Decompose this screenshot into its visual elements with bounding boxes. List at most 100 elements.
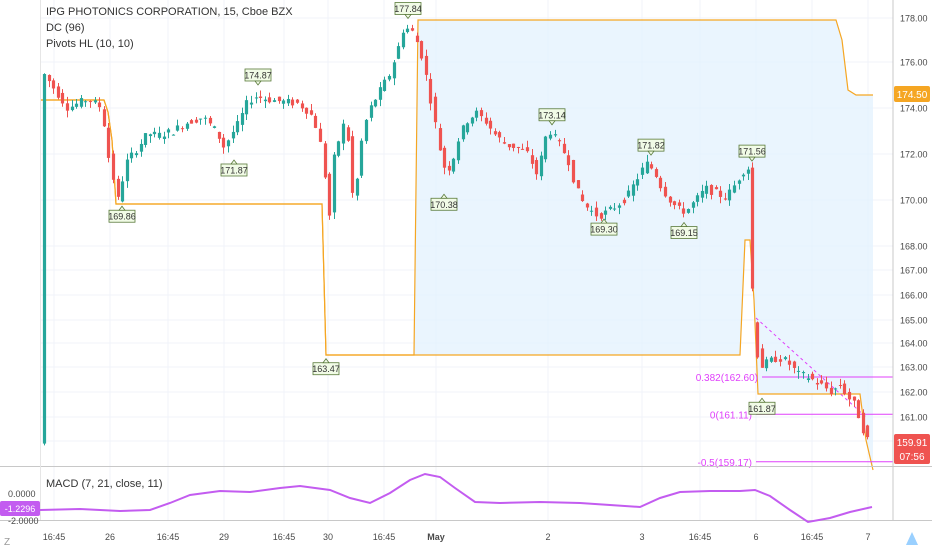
candle-body bbox=[382, 79, 387, 91]
candle-body bbox=[111, 153, 116, 180]
macd-indicator-label[interactable]: MACD (7, 21, close, 11) bbox=[46, 478, 163, 490]
price-axis[interactable]: 178.00 176.00 174.00 172.00 170.00 168.00 167.… bbox=[900, 14, 928, 447]
candle-body bbox=[709, 184, 714, 195]
candle-body bbox=[553, 134, 558, 136]
candle-body bbox=[189, 120, 194, 124]
candle-body bbox=[263, 99, 268, 102]
candle-body bbox=[134, 153, 139, 156]
pivots-indicator-label[interactable]: Pivots HL (10, 10) bbox=[46, 38, 134, 50]
candle-body bbox=[47, 74, 52, 82]
candle-body bbox=[622, 199, 627, 204]
candle-body bbox=[102, 109, 107, 127]
candle-body bbox=[764, 359, 769, 369]
pivot-label-text: 170.38 bbox=[430, 200, 458, 210]
candle-body bbox=[373, 99, 378, 107]
candle-body bbox=[309, 110, 314, 115]
candle-body bbox=[387, 75, 392, 80]
candle-body bbox=[502, 142, 507, 144]
candle-body bbox=[649, 164, 654, 169]
candle-body bbox=[323, 143, 328, 178]
time-axis[interactable]: 16:45 26 16:45 29 16:45 30 16:45 May 2 3 16:45 6 16:… bbox=[43, 532, 871, 542]
candle-body bbox=[617, 205, 622, 208]
candle-body bbox=[635, 179, 640, 186]
candle-body bbox=[355, 178, 360, 196]
candle-body bbox=[175, 125, 180, 131]
time-tick-label: 16:45 bbox=[273, 532, 296, 542]
candle-body bbox=[194, 119, 199, 123]
candle-body bbox=[806, 378, 811, 380]
pivot-label-text: 171.82 bbox=[637, 141, 665, 151]
candle-body bbox=[65, 103, 70, 111]
candle-body bbox=[295, 99, 300, 103]
candle-body bbox=[332, 154, 337, 213]
macd-tick-zero: 0.0000 bbox=[8, 489, 36, 499]
candle-body bbox=[760, 348, 765, 368]
candle-body bbox=[769, 357, 774, 362]
chart-title[interactable]: IPG PHOTONICS CORPORATION, 15, Cboe BZX bbox=[46, 6, 293, 18]
candle-body bbox=[723, 198, 728, 200]
candle-body bbox=[603, 210, 608, 215]
candle-body bbox=[672, 201, 677, 206]
pivot-label-text: 171.87 bbox=[220, 165, 248, 175]
price-tick-label: 164.00 bbox=[900, 339, 928, 349]
candle-body bbox=[700, 190, 705, 198]
candle-body bbox=[511, 143, 516, 148]
candle-body bbox=[106, 127, 111, 158]
candle-body bbox=[350, 136, 355, 193]
candle-body bbox=[470, 117, 475, 124]
candle-body bbox=[645, 161, 650, 174]
fib-trend-line bbox=[755, 317, 867, 418]
time-tick-label: 3 bbox=[639, 532, 644, 542]
candle-body bbox=[792, 361, 797, 368]
candle-body bbox=[557, 140, 562, 142]
candle-body bbox=[755, 322, 760, 358]
candle-body bbox=[451, 158, 456, 172]
price-tick-label: 167.00 bbox=[900, 266, 928, 276]
candle-body bbox=[829, 387, 834, 395]
candle-body bbox=[727, 189, 732, 201]
candle-body bbox=[129, 152, 134, 159]
dc-indicator-label[interactable]: DC (96) bbox=[46, 22, 85, 34]
timezone-z-icon[interactable]: Z bbox=[4, 537, 10, 548]
candle-body bbox=[70, 106, 75, 111]
candle-body bbox=[516, 146, 521, 148]
candle-body bbox=[254, 97, 259, 99]
candle-body bbox=[447, 165, 452, 171]
candle-body bbox=[801, 372, 806, 374]
candle-body bbox=[74, 103, 79, 107]
candle-body bbox=[714, 187, 719, 190]
candle-body bbox=[778, 359, 783, 362]
candle-body bbox=[861, 412, 866, 434]
candle-body bbox=[566, 155, 571, 166]
candle-body bbox=[585, 203, 590, 208]
candle-body bbox=[626, 190, 631, 197]
price-tick-label: 178.00 bbox=[900, 14, 928, 24]
candle-body bbox=[589, 210, 594, 212]
price-tick-label: 166.00 bbox=[900, 291, 928, 301]
candle-body bbox=[484, 117, 489, 124]
fib-label: 0.382(162.60) bbox=[696, 373, 758, 384]
candle-body bbox=[336, 141, 341, 156]
candle-body bbox=[847, 391, 852, 400]
candle-body bbox=[750, 167, 755, 289]
candle-body bbox=[815, 382, 820, 385]
candle-body bbox=[539, 155, 544, 177]
candle-body bbox=[171, 134, 176, 136]
candle-body bbox=[410, 28, 415, 31]
time-tick-label: 29 bbox=[219, 532, 229, 542]
candle-body bbox=[525, 147, 530, 152]
pivot-label-pointer bbox=[404, 14, 412, 20]
candle-body bbox=[695, 195, 700, 202]
candle-body bbox=[741, 174, 746, 177]
candle-body bbox=[203, 117, 208, 119]
candle-body bbox=[704, 185, 709, 194]
candle-body bbox=[497, 132, 502, 138]
price-tick-label: 162.00 bbox=[900, 388, 928, 398]
candle-body bbox=[221, 137, 226, 148]
candle-body bbox=[631, 184, 636, 196]
candle-body bbox=[327, 173, 332, 216]
candle-body bbox=[88, 101, 93, 103]
candle-body bbox=[152, 131, 157, 135]
time-tick-label: 16:45 bbox=[157, 532, 180, 542]
